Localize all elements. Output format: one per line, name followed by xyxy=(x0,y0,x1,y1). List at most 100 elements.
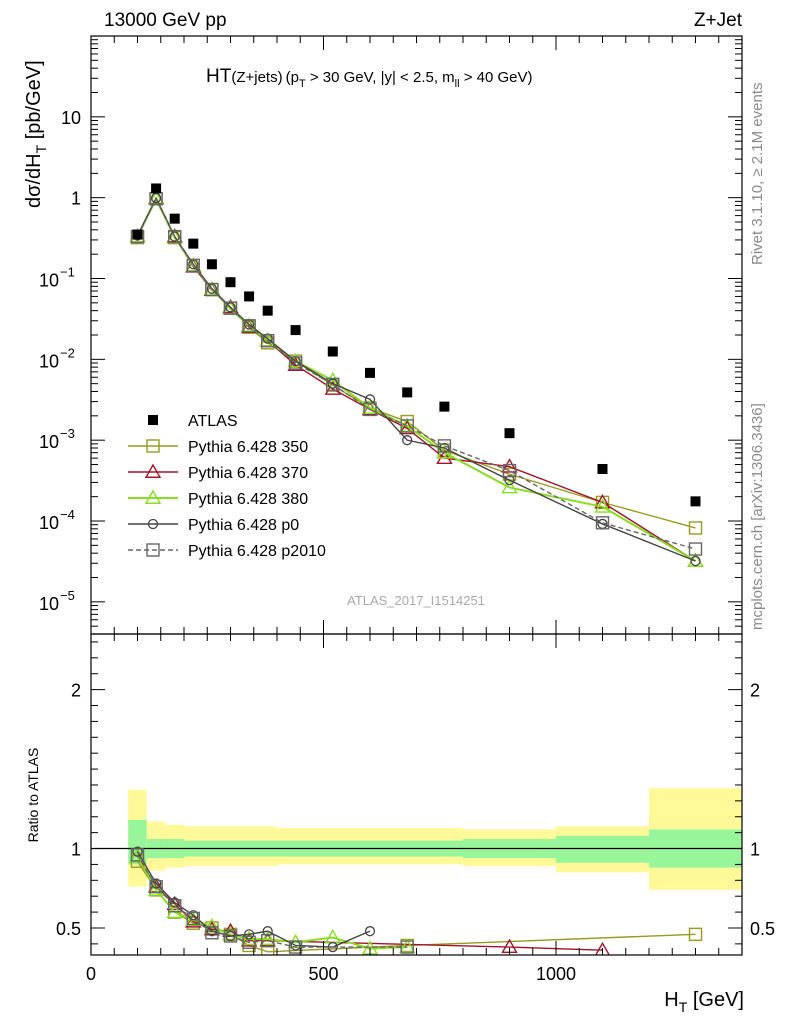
series-2 xyxy=(129,189,704,567)
mc-point xyxy=(146,439,160,453)
mc-point xyxy=(259,930,276,946)
mc-point xyxy=(595,516,610,530)
y-tick-exponent: −3 xyxy=(60,426,75,441)
mc-point xyxy=(242,935,256,949)
mc-point xyxy=(186,911,201,926)
data-point xyxy=(262,305,273,316)
mc-point xyxy=(261,933,275,948)
data-point xyxy=(151,183,162,194)
mc-point xyxy=(502,463,517,478)
legend: ATLAS Pythia 6.428 350 Pythia 6.428 370 Pyt… xyxy=(128,413,326,560)
mc-point xyxy=(262,926,273,937)
mc-point xyxy=(288,356,303,370)
data-point xyxy=(169,213,180,224)
mc-point xyxy=(688,521,703,535)
mc-point xyxy=(144,463,162,478)
legend-label: ATLAS xyxy=(188,413,238,430)
data-point xyxy=(206,259,217,270)
mc-point xyxy=(240,930,258,946)
data-point xyxy=(439,401,450,412)
mc-point xyxy=(169,897,180,908)
mc-point xyxy=(594,498,611,513)
mc-point xyxy=(225,930,236,942)
legend-entry: Pythia 6.428 350 xyxy=(128,439,308,456)
data-point xyxy=(188,238,199,249)
data-point xyxy=(597,463,608,474)
mc-point xyxy=(690,555,701,567)
mc-point xyxy=(400,940,414,954)
y-tick-exponent: −4 xyxy=(60,507,75,522)
ratio-line xyxy=(136,854,408,948)
legend-entry: Pythia 6.428 370 xyxy=(128,463,308,482)
mc-point xyxy=(361,401,379,416)
mc-point xyxy=(504,475,515,486)
y-tick-exponent: −2 xyxy=(60,345,75,360)
mc-point xyxy=(259,332,276,347)
y-tick-exponent: −5 xyxy=(60,588,75,603)
mc-point xyxy=(167,229,182,244)
x-tick-label: 500 xyxy=(308,964,338,984)
mc-point xyxy=(501,479,518,494)
mc-point xyxy=(324,380,342,395)
ratio-line xyxy=(136,860,696,953)
legend-entry: Pythia 6.428 p0 xyxy=(128,517,299,534)
legend-label: Pythia 6.428 370 xyxy=(188,465,308,482)
mc-point xyxy=(186,258,201,273)
mc-point xyxy=(436,449,453,465)
series-3 xyxy=(129,190,704,567)
data-point xyxy=(244,291,255,302)
mc-point xyxy=(129,848,146,863)
mc-point xyxy=(326,377,340,392)
mc-point xyxy=(166,895,183,911)
x-axis-label: HT [GeV] xyxy=(664,989,744,1015)
mc-point xyxy=(688,927,703,942)
ratio-y-axis-label: Ratio to ATLAS xyxy=(25,748,41,843)
mc-point xyxy=(203,280,221,296)
mc-point xyxy=(688,542,703,556)
header-right: Z+Jet xyxy=(694,10,743,31)
mcplots-label: mcplots.cern.ch [arXiv:1306.3436] xyxy=(749,403,766,630)
mc-point xyxy=(167,899,182,913)
y-tick-label: 10 xyxy=(39,351,59,371)
series-line xyxy=(136,196,696,562)
data-point xyxy=(690,496,701,507)
data-point xyxy=(225,277,236,288)
x-ticks xyxy=(90,36,743,955)
main-panel xyxy=(129,183,704,567)
mc-point xyxy=(147,518,159,530)
ratio-y-tick-label-right: 1 xyxy=(750,840,760,860)
mc-point xyxy=(130,848,145,862)
mc-point xyxy=(324,371,342,387)
legend-label: Pythia 6.428 380 xyxy=(188,491,308,508)
main-y-axis-label: dσ/dHT [pb/GeV] xyxy=(23,60,49,208)
y-tick-label: 10 xyxy=(39,513,59,533)
mc-point xyxy=(223,301,238,315)
mc-point xyxy=(327,378,338,389)
y-tick-exponent: −1 xyxy=(60,264,75,279)
mc-point xyxy=(261,334,275,348)
mc-point xyxy=(205,926,219,940)
mc-point xyxy=(363,402,377,417)
y-tick-label: 10 xyxy=(61,108,81,128)
mc-point xyxy=(147,881,165,896)
mc-point xyxy=(146,543,160,557)
legend-entry: Pythia 6.428 p2010 xyxy=(128,543,326,560)
data-point xyxy=(504,428,515,439)
mc-point xyxy=(223,929,238,943)
ratio-panel xyxy=(91,788,742,955)
legend-label: Pythia 6.428 p0 xyxy=(188,517,299,534)
rivet-label: Rivet 3.1.10, ≥ 2.1M events xyxy=(749,83,766,266)
data-point xyxy=(327,346,338,357)
main-y-ticks xyxy=(91,35,742,635)
mc-point xyxy=(243,929,255,940)
y-tick-label: 10 xyxy=(39,432,59,452)
series-line xyxy=(136,197,696,550)
y-tick-label: 10 xyxy=(39,594,59,614)
ratio-band-inner xyxy=(556,835,649,863)
ratio-frame xyxy=(90,633,743,956)
mc-point xyxy=(398,938,416,954)
mc-point xyxy=(240,317,258,332)
mc-point xyxy=(402,435,413,446)
mc-point xyxy=(288,940,303,954)
mc-point xyxy=(185,257,202,272)
